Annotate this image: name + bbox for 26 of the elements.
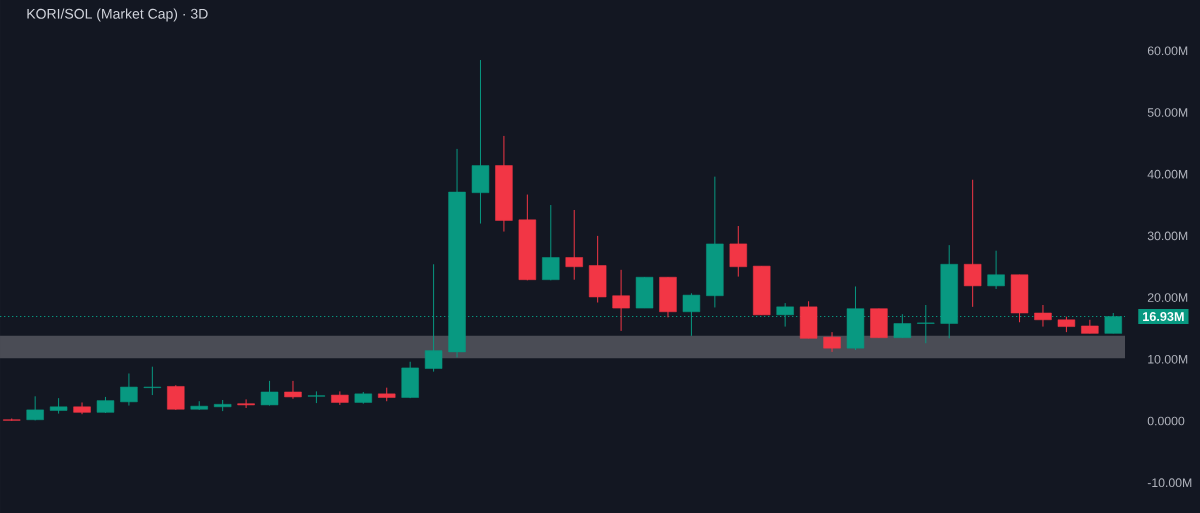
y-tick-label: 0.0000: [1147, 416, 1185, 426]
candlestick: [963, 179, 982, 308]
candlestick: [120, 372, 138, 407]
candlestick: [143, 366, 162, 396]
candlestick: [729, 225, 747, 278]
y-tick-label: -10.00M: [1147, 478, 1192, 488]
candlestick: [565, 209, 583, 281]
y-tick-label: 60.00M: [1147, 46, 1188, 56]
candlestick: [424, 263, 443, 373]
candlestick: [612, 269, 630, 332]
y-tick-label: 10.00M: [1148, 354, 1188, 364]
candlestick: [1034, 304, 1052, 328]
chart-title: KORI/SOL (Market Cap) · 3D: [27, 8, 208, 22]
candlestick: [237, 398, 255, 409]
candlestick: [260, 380, 279, 407]
y-tick-label: 20.00M: [1147, 293, 1188, 302]
y-tick-label: 40.00M: [1147, 169, 1188, 179]
candlestick: [823, 331, 841, 353]
candlestick: [987, 250, 1005, 290]
y-tick-label: 50.00M: [1147, 108, 1188, 117]
ref-line-label: 16.93M: [1143, 312, 1184, 322]
candlestick: [542, 204, 560, 281]
candlestick: [26, 395, 44, 421]
y-tick-label: 30.00M: [1147, 231, 1188, 241]
candlestick: [167, 384, 185, 411]
candlestick: [284, 380, 302, 400]
